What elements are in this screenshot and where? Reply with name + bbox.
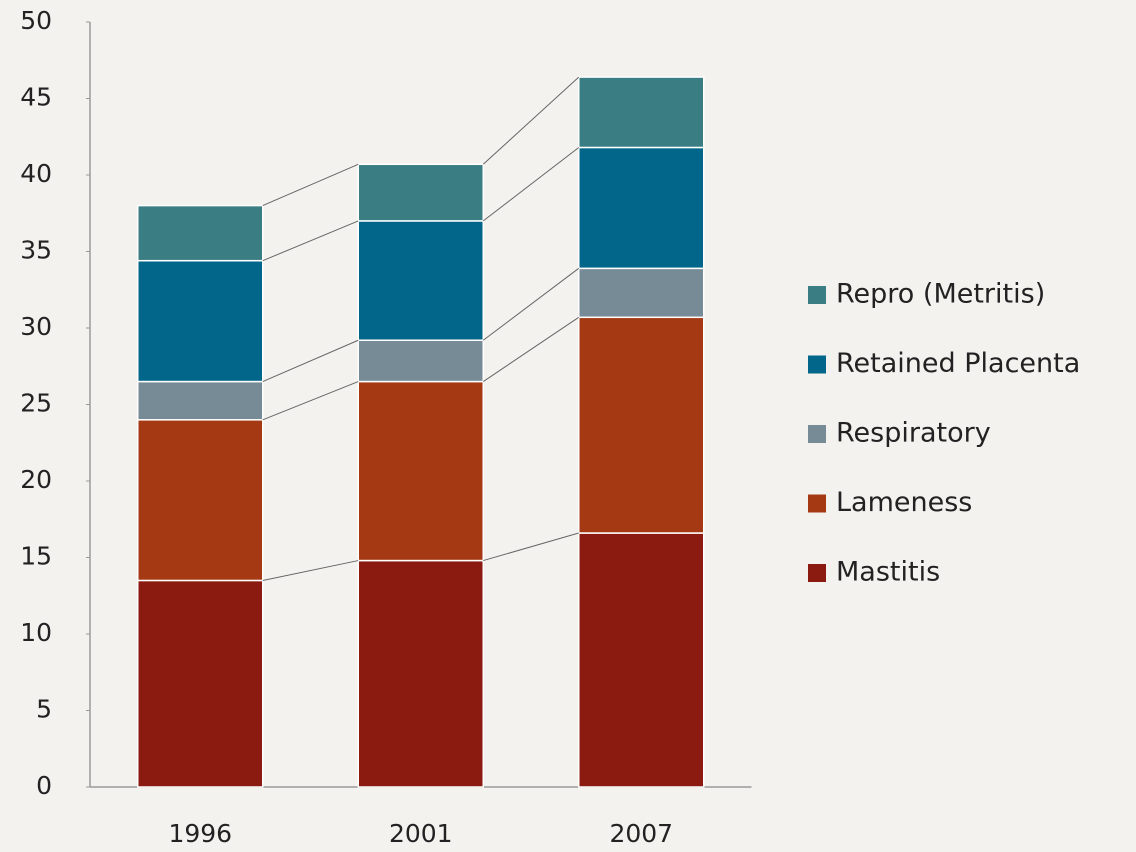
y-tick-label: 30 (20, 312, 52, 341)
connector (482, 267, 580, 341)
legend-swatch (808, 564, 826, 582)
connector (482, 147, 580, 222)
connector (482, 76, 580, 165)
legend-label: Mastitis (836, 557, 940, 588)
y-tick-label: 5 (36, 695, 52, 724)
legend-swatch (808, 355, 826, 374)
bar-segment (357, 163, 484, 222)
y-tick-label: 10 (20, 618, 52, 647)
bar-segment (137, 204, 264, 262)
legend-label: Lameness (836, 487, 972, 518)
bar-segment (357, 559, 484, 788)
legend-swatch (808, 425, 826, 443)
y-tick-label: 20 (20, 465, 52, 494)
bar-segment (578, 267, 705, 319)
legend-label: Retained Placenta (836, 348, 1080, 379)
bar-segment (578, 146, 705, 270)
y-tick-label: 15 (20, 542, 52, 571)
y-tick-label: 50 (20, 6, 52, 35)
legend-label: Respiratory (836, 418, 991, 449)
x-tick-label: 2001 (389, 819, 453, 848)
bar-segment (137, 579, 264, 788)
bar-segment (357, 380, 484, 562)
bar-segment (137, 259, 264, 383)
y-tick-label: 35 (20, 236, 52, 265)
y-tick-label: 0 (36, 771, 52, 800)
y-tick-label: 25 (20, 389, 52, 418)
bar-segment (137, 419, 264, 582)
bar-segment (578, 316, 705, 534)
connector (262, 220, 359, 262)
connector (482, 316, 580, 382)
bar-segment (357, 339, 484, 383)
y-tick-label: 40 (20, 159, 52, 188)
connector (262, 560, 359, 581)
legend-label: Repro (Metritis) (836, 279, 1045, 310)
x-tick-label: 1996 (168, 819, 232, 848)
connector (483, 532, 579, 562)
y-tick-label: 45 (20, 83, 52, 112)
legend-swatch (808, 494, 826, 513)
connector (262, 163, 359, 207)
legend-swatch (808, 286, 826, 304)
bar-segment (578, 532, 705, 788)
x-tick-label: 2007 (609, 819, 673, 848)
bar-segment (137, 380, 264, 421)
connector (262, 381, 359, 421)
connector (262, 339, 359, 383)
bar-segment (357, 220, 484, 341)
bar-segment (578, 76, 705, 149)
